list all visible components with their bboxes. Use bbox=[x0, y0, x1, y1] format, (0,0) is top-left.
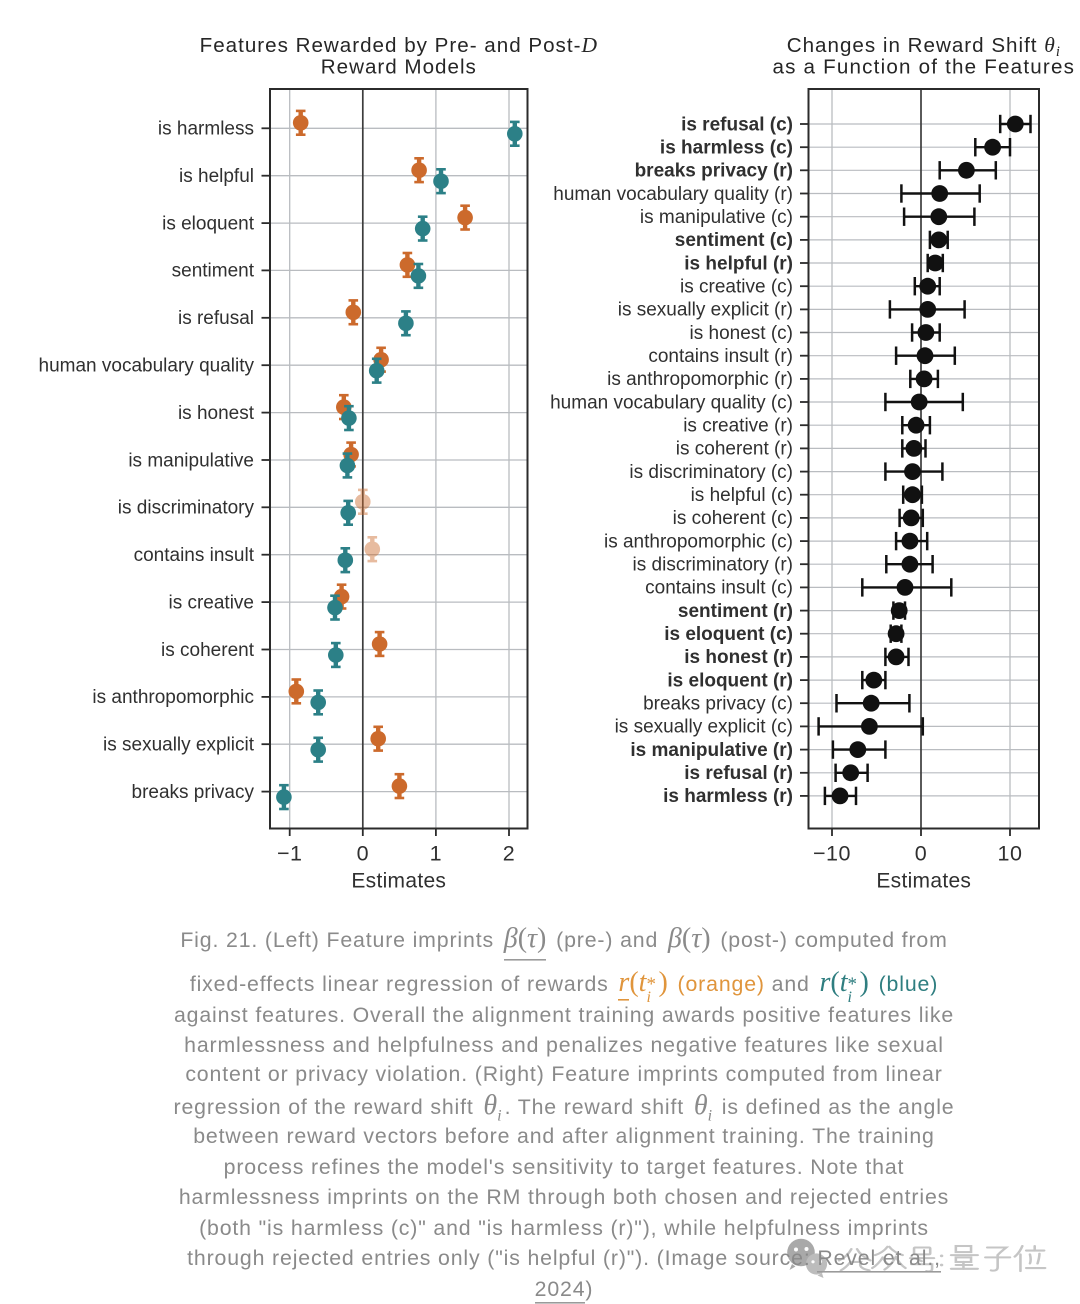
svg-text:10: 10 bbox=[998, 842, 1023, 866]
svg-text:is anthropomorphic (r): is anthropomorphic (r) bbox=[607, 369, 793, 390]
svg-text:human vocabulary quality (c): human vocabulary quality (c) bbox=[550, 392, 793, 413]
svg-text:is honest: is honest bbox=[178, 403, 255, 424]
svg-text:1: 1 bbox=[430, 842, 442, 866]
svg-text:is coherent: is coherent bbox=[161, 640, 255, 661]
svg-text:is harmless: is harmless bbox=[158, 119, 254, 140]
svg-text:is coherent (c): is coherent (c) bbox=[673, 508, 793, 529]
svg-text:is helpful: is helpful bbox=[179, 166, 254, 187]
svg-text:human vocabulary quality: human vocabulary quality bbox=[39, 356, 255, 377]
svg-text:0: 0 bbox=[357, 842, 369, 866]
svg-text:is refusal (c): is refusal (c) bbox=[681, 114, 793, 135]
svg-text:is sexually explicit: is sexually explicit bbox=[103, 735, 255, 756]
svg-text:is discriminatory (c): is discriminatory (c) bbox=[629, 462, 793, 483]
svg-text:2: 2 bbox=[503, 842, 515, 866]
svg-text:breaks privacy (c): breaks privacy (c) bbox=[643, 694, 793, 715]
svg-text:human vocabulary quality (r): human vocabulary quality (r) bbox=[553, 184, 793, 205]
svg-text:−1: −1 bbox=[277, 842, 303, 866]
svg-text:contains insult (c): contains insult (c) bbox=[645, 578, 793, 599]
svg-text:is creative (c): is creative (c) bbox=[680, 277, 793, 298]
svg-text:is refusal (r): is refusal (r) bbox=[684, 763, 793, 784]
svg-text:is harmless (c): is harmless (c) bbox=[660, 138, 793, 159]
svg-text:is anthropomorphic: is anthropomorphic bbox=[92, 687, 254, 708]
svg-text:is honest (c): is honest (c) bbox=[690, 323, 793, 344]
svg-text:is eloquent: is eloquent bbox=[162, 213, 255, 234]
svg-text:is creative (r): is creative (r) bbox=[683, 416, 793, 437]
svg-text:Estimates: Estimates bbox=[351, 870, 446, 893]
svg-text:−10: −10 bbox=[813, 842, 851, 866]
svg-text:Features Rewarded by Pre- and: Features Rewarded by Pre- and Post-D bbox=[200, 33, 598, 57]
svg-text:is coherent (r): is coherent (r) bbox=[676, 439, 793, 460]
svg-text:is sexually explicit (r): is sexually explicit (r) bbox=[618, 300, 793, 321]
svg-text:contains insult: contains insult bbox=[134, 545, 255, 566]
svg-text:is creative: is creative bbox=[168, 592, 254, 613]
svg-text:sentiment: sentiment bbox=[172, 261, 255, 282]
svg-text:is manipulative: is manipulative bbox=[128, 450, 254, 471]
svg-text:Changes in Reward Shift θi: Changes in Reward Shift θi bbox=[787, 33, 1061, 60]
svg-text:Estimates: Estimates bbox=[876, 870, 971, 893]
svg-text:is manipulative (c): is manipulative (c) bbox=[640, 207, 793, 228]
svg-text:breaks privacy: breaks privacy bbox=[132, 782, 255, 803]
svg-text:is helpful (r): is helpful (r) bbox=[684, 253, 793, 274]
svg-text:is harmless (r): is harmless (r) bbox=[663, 786, 793, 807]
svg-text:breaks privacy (r): breaks privacy (r) bbox=[635, 161, 793, 182]
svg-text:0: 0 bbox=[915, 842, 927, 866]
svg-text:sentiment (r): sentiment (r) bbox=[678, 601, 793, 622]
svg-text:is sexually explicit (c): is sexually explicit (c) bbox=[615, 717, 793, 738]
svg-text:as a Function of the Features: as a Function of the Features bbox=[772, 56, 1075, 79]
svg-text:is anthropomorphic (c): is anthropomorphic (c) bbox=[604, 531, 793, 552]
svg-text:Reward Models: Reward Models bbox=[321, 56, 477, 79]
svg-text:is eloquent (r): is eloquent (r) bbox=[667, 670, 793, 691]
svg-text:is refusal: is refusal bbox=[178, 308, 254, 329]
svg-text:is discriminatory: is discriminatory bbox=[118, 498, 255, 519]
svg-text:contains insult (r): contains insult (r) bbox=[648, 346, 793, 367]
svg-text:is discriminatory (r): is discriminatory (r) bbox=[633, 555, 793, 576]
svg-text:is eloquent (c): is eloquent (c) bbox=[664, 624, 793, 645]
svg-text:is helpful (c): is helpful (c) bbox=[691, 485, 793, 506]
svg-text:is manipulative (r): is manipulative (r) bbox=[630, 740, 793, 761]
svg-text:sentiment (c): sentiment (c) bbox=[675, 230, 793, 251]
svg-text:is honest (r): is honest (r) bbox=[684, 647, 793, 668]
